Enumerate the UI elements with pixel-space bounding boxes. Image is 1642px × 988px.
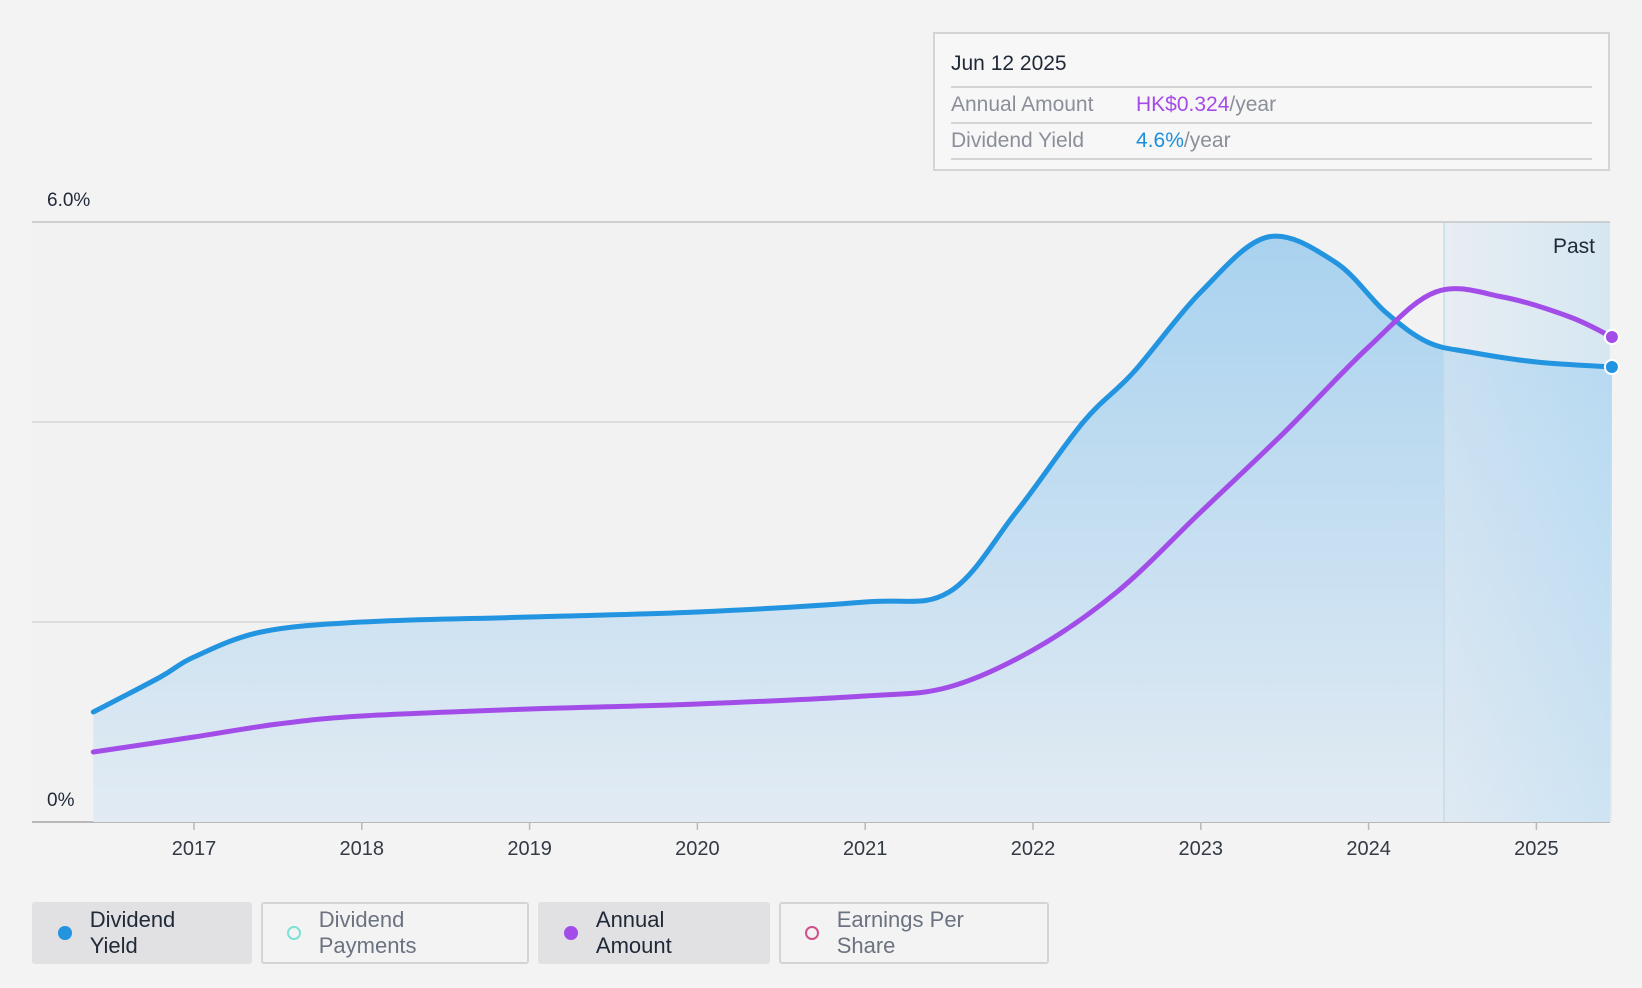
tooltip: Jun 12 2025 Annual Amount HK$0.324 /year… [933,32,1610,171]
x-axis-ticks: 2017 2018 2019 2020 2021 2022 2023 2024 2025 [172,822,1559,860]
tooltip-yield-label: Dividend Yield [951,129,1085,152]
x-tick-label: 2018 [340,838,385,860]
series-lines [90,233,1620,755]
tooltip-yield-row: Dividend Yield 4.6% /year [951,124,1592,160]
x-tick-label: 2023 [1179,838,1224,860]
x-tick-label: 2022 [1011,838,1056,860]
x-tick-label: 2025 [1514,838,1559,860]
past-region-shade [1444,222,1610,822]
legend-dividend-payments-button[interactable]: Dividend Payments [261,902,529,964]
x-tick-label: 2019 [507,838,552,860]
legend-label: Dividend Yield [89,907,176,958]
legend-label: Annual Amount [595,907,672,958]
dividend-yield-dot-icon [58,926,72,940]
legend: Dividend Yield Dividend Payments Annual … [32,902,1049,964]
legend-label: Earnings Per Share [836,907,964,958]
tooltip-annual-unit: /year [1229,93,1277,116]
legend-earnings-per-share-button[interactable]: Earnings Per Share [779,902,1049,964]
tooltip-annual-value: HK$0.324 [1136,93,1230,116]
annual-amount-endpoint-marker[interactable] [1603,329,1620,345]
past-label: Past [1553,235,1595,258]
tooltip-yield-value: 4.6% [1136,129,1184,152]
legend-label: Dividend Payments [318,907,417,958]
legend-annual-amount-button[interactable]: Annual Amount [538,902,770,964]
tooltip-annual-row: Annual Amount HK$0.324 /year [951,88,1592,124]
dividend-yield-area [93,236,1612,822]
x-tick-label: 2020 [675,838,720,860]
tooltip-yield-unit: /year [1183,129,1231,152]
dividend-chart: 2017 2018 2019 2020 2021 2022 2023 2024 2025 6.0… [32,190,1620,860]
legend-dividend-yield-button[interactable]: Dividend Yield [32,902,252,964]
x-tick-label: 2017 [172,838,217,860]
annual-amount-dot-icon [564,926,578,940]
dividend-yield-line [90,233,1615,715]
area-layer [93,236,1612,822]
tooltip-annual-label: Annual Amount [951,93,1094,116]
dividend-yield-endpoint-marker[interactable] [1603,359,1620,375]
x-tick-label: 2024 [1346,838,1391,860]
annual-amount-line [90,286,1615,755]
y-axis-bottom-label: 0% [47,790,75,811]
dividend-payments-dot-icon [287,926,301,940]
tooltip-date: Jun 12 2025 [951,34,1592,88]
earnings-per-share-dot-icon [805,926,819,940]
x-tick-label: 2021 [843,838,888,860]
y-axis-top-label: 6.0% [47,190,90,211]
